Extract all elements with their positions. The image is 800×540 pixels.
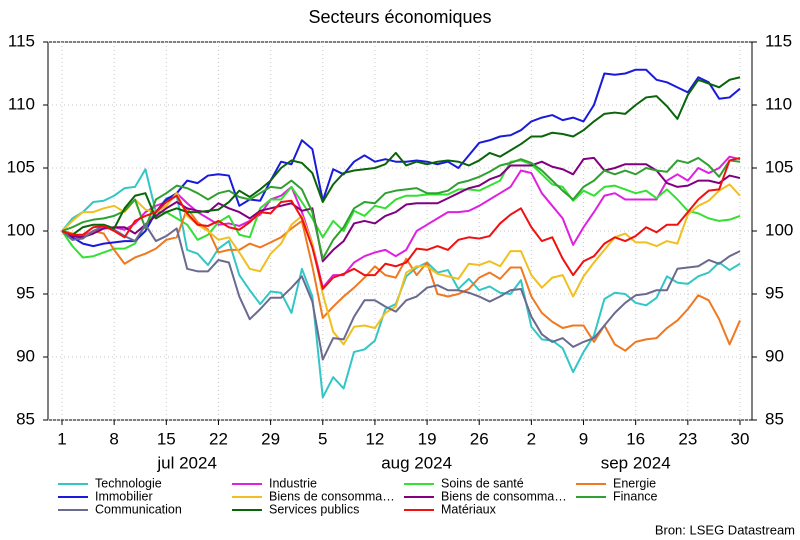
series-line [61, 159, 741, 259]
x-month-label: sep 2024 [601, 453, 671, 472]
y2-tick-label: 90 [765, 346, 784, 365]
series-line [61, 207, 741, 352]
y-tick-label: 85 [16, 409, 35, 428]
series-line [61, 223, 741, 361]
x-tick-label: 2 [527, 429, 536, 448]
y2-tick-label: 95 [765, 283, 784, 302]
x-tick-label: 15 [157, 429, 176, 448]
legend-label: Immobilier [95, 489, 153, 503]
y2-tick-label: 115 [765, 31, 792, 50]
x-tick-label: 5 [318, 429, 327, 448]
legend-label: Industrie [269, 476, 317, 490]
x-tick-label: 12 [365, 429, 384, 448]
y-tick-label: 105 [7, 157, 35, 176]
y-tick-label: 115 [8, 31, 35, 50]
x-tick-label: 23 [678, 429, 697, 448]
x-month-label: jul 2024 [156, 453, 217, 472]
x-tick-label: 16 [626, 429, 645, 448]
x-tick-label: 26 [470, 429, 489, 448]
series-line [61, 156, 741, 290]
x-tick-label: 8 [109, 429, 118, 448]
legend-label: Energie [613, 476, 656, 490]
y2-tick-label: 105 [765, 157, 793, 176]
x-month-label: aug 2024 [381, 453, 452, 472]
legend-label: Communication [95, 502, 182, 516]
y-tick-label: 90 [16, 346, 35, 365]
legend-label: Biens de consomma… [441, 489, 567, 503]
legend-label: Soins de santé [441, 476, 524, 490]
chart-title: Secteurs économiques [308, 7, 491, 27]
x-tick-label: 19 [418, 429, 437, 448]
series-line [61, 156, 741, 263]
x-tick-label: 1 [57, 429, 66, 448]
x-tick-label: 29 [261, 429, 280, 448]
legend-label: Biens de consomma… [269, 489, 395, 503]
x-tick-label: 9 [579, 429, 588, 448]
y-tick-label: 95 [16, 283, 35, 302]
y2-tick-label: 110 [765, 94, 792, 113]
source-note: Bron: LSEG Datastream [655, 522, 795, 537]
series-line [61, 156, 741, 260]
legend-label: Technologie [95, 476, 162, 490]
series-line [61, 76, 741, 236]
legend-label: Services publics [269, 502, 359, 516]
y2-tick-label: 85 [765, 409, 784, 428]
y2-tick-label: 100 [765, 220, 793, 239]
legend-label: Finance [613, 489, 658, 503]
legend-label: Matériaux [441, 502, 497, 516]
y-tick-label: 100 [7, 220, 35, 239]
series-line [61, 183, 741, 346]
x-tick-label: 22 [209, 429, 228, 448]
x-tick-label: 30 [731, 429, 750, 448]
y-tick-label: 110 [8, 94, 35, 113]
